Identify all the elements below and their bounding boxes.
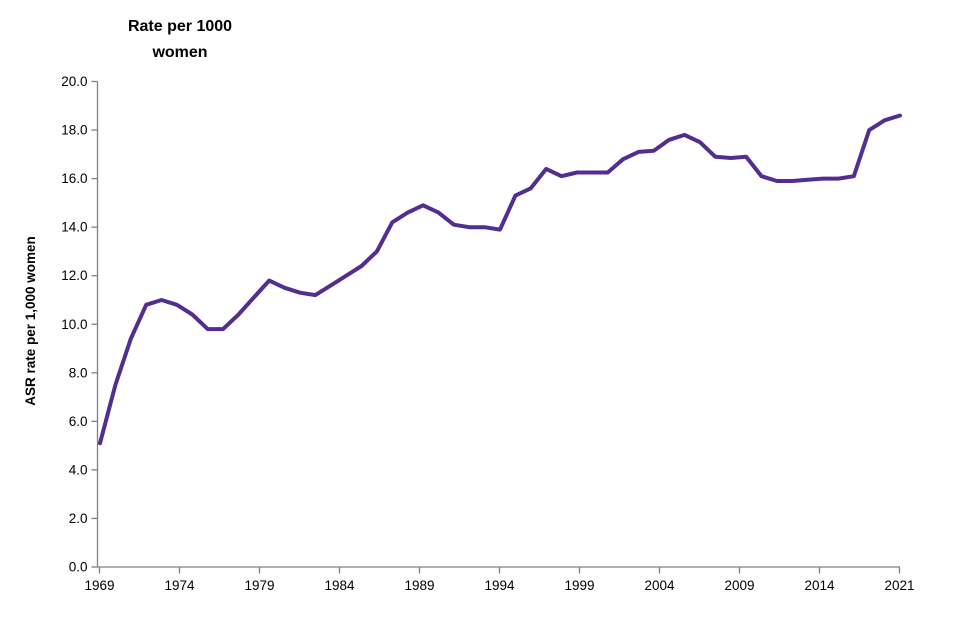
x-tick-label: 2009	[724, 578, 754, 593]
y-tick-label: 14.0	[61, 220, 87, 235]
y-tick-label: 18.0	[61, 123, 87, 138]
x-tick-label: 2004	[644, 578, 675, 593]
y-tick-label: 16.0	[61, 171, 87, 186]
y-tick-label: 12.0	[61, 268, 87, 283]
x-tick-label: 1994	[484, 578, 515, 593]
y-tick-label: 10.0	[61, 317, 87, 332]
x-tick-label: 1989	[404, 578, 434, 593]
y-tick-label: 20.0	[61, 74, 87, 89]
chart-title-line-2: women	[152, 44, 208, 61]
chart-title-line-1: Rate per 1000	[127, 18, 233, 35]
x-tick-label: 2021	[884, 578, 914, 593]
x-tick-label: 1999	[564, 578, 594, 593]
y-tick-label: 0.0	[69, 560, 88, 575]
y-tick-label: 8.0	[69, 365, 88, 380]
x-tick-label: 2014	[804, 578, 835, 593]
x-tick-label: 1979	[244, 578, 274, 593]
y-tick-label: 4.0	[69, 462, 88, 477]
data-line	[98, 113, 902, 446]
x-tick-label: 1984	[324, 578, 355, 593]
x-tick-label: 1969	[84, 578, 114, 593]
y-tick-label: 6.0	[69, 414, 88, 429]
x-tick-label: 1974	[164, 578, 195, 593]
chart-title: Rate per 1000 women	[75, 14, 285, 66]
y-tick-label: 2.0	[69, 511, 88, 526]
